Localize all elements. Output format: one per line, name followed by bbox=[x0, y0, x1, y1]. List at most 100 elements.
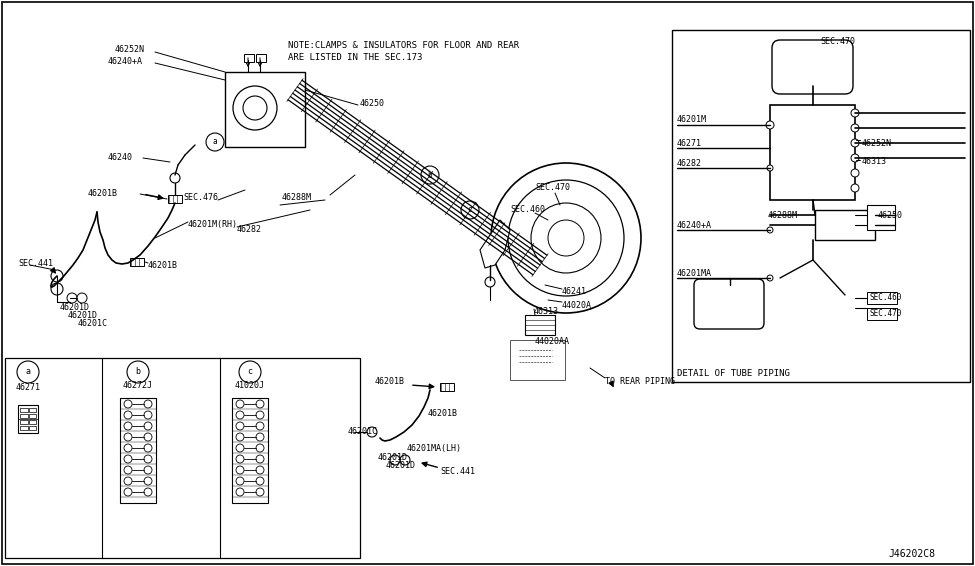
Circle shape bbox=[233, 86, 277, 130]
Text: 44020A: 44020A bbox=[562, 301, 592, 310]
Circle shape bbox=[170, 173, 180, 183]
Text: 46201M: 46201M bbox=[677, 115, 707, 125]
Bar bbox=[244, 54, 254, 62]
Circle shape bbox=[236, 466, 244, 474]
Circle shape bbox=[124, 411, 132, 419]
Bar bbox=[867, 308, 897, 320]
Bar bbox=[18, 405, 38, 433]
Bar bbox=[20, 426, 28, 430]
Circle shape bbox=[124, 422, 132, 430]
Circle shape bbox=[461, 201, 479, 219]
Text: b: b bbox=[428, 170, 432, 179]
Circle shape bbox=[851, 154, 859, 162]
Bar bbox=[867, 292, 897, 304]
Text: 46271: 46271 bbox=[16, 384, 41, 392]
Text: NOTE:CLAMPS & INSULATORS FOR FLOOR AND REAR: NOTE:CLAMPS & INSULATORS FOR FLOOR AND R… bbox=[288, 41, 519, 50]
Circle shape bbox=[144, 488, 152, 496]
Bar bbox=[525, 315, 555, 335]
FancyBboxPatch shape bbox=[772, 40, 853, 94]
Circle shape bbox=[124, 444, 132, 452]
Text: SEC.441: SEC.441 bbox=[440, 468, 475, 477]
Circle shape bbox=[508, 180, 624, 296]
Circle shape bbox=[67, 293, 77, 303]
Circle shape bbox=[144, 477, 152, 485]
Bar bbox=[518, 345, 553, 370]
Circle shape bbox=[144, 411, 152, 419]
Text: ARE LISTED IN THE SEC.173: ARE LISTED IN THE SEC.173 bbox=[288, 53, 422, 62]
Text: J46202C8: J46202C8 bbox=[888, 549, 935, 559]
Circle shape bbox=[206, 133, 224, 151]
Text: 46201D: 46201D bbox=[378, 452, 408, 461]
Bar bbox=[29, 408, 36, 412]
Circle shape bbox=[548, 220, 584, 256]
Text: 41020J: 41020J bbox=[235, 380, 265, 389]
Text: 46272J: 46272J bbox=[123, 380, 153, 389]
Circle shape bbox=[767, 275, 773, 281]
Circle shape bbox=[236, 444, 244, 452]
Circle shape bbox=[236, 433, 244, 441]
Text: 46250: 46250 bbox=[360, 98, 385, 108]
Text: 46252N: 46252N bbox=[862, 139, 892, 148]
Text: 46201D: 46201D bbox=[60, 303, 90, 312]
Circle shape bbox=[256, 466, 264, 474]
Text: c: c bbox=[248, 367, 253, 376]
Circle shape bbox=[124, 488, 132, 496]
Bar bbox=[29, 420, 36, 424]
Circle shape bbox=[144, 455, 152, 463]
Circle shape bbox=[124, 477, 132, 485]
Bar bbox=[20, 420, 28, 424]
Circle shape bbox=[767, 227, 773, 233]
Text: 46201B: 46201B bbox=[148, 261, 178, 271]
Text: SEC.441: SEC.441 bbox=[18, 259, 53, 268]
Text: b: b bbox=[136, 367, 140, 376]
Circle shape bbox=[236, 400, 244, 408]
Text: 46201MA: 46201MA bbox=[677, 269, 712, 278]
Text: 46313: 46313 bbox=[534, 307, 559, 316]
Text: 46201D: 46201D bbox=[68, 311, 98, 320]
Polygon shape bbox=[480, 220, 510, 268]
Bar bbox=[256, 54, 266, 62]
Bar bbox=[232, 398, 268, 503]
Text: SEC.470: SEC.470 bbox=[870, 310, 903, 319]
Text: SEC.470: SEC.470 bbox=[820, 37, 855, 46]
Circle shape bbox=[390, 455, 400, 465]
Circle shape bbox=[243, 96, 267, 120]
Text: 46201B: 46201B bbox=[88, 188, 118, 198]
Text: 46288M: 46288M bbox=[768, 211, 798, 220]
Text: 46201C: 46201C bbox=[348, 427, 378, 436]
Circle shape bbox=[236, 411, 244, 419]
Circle shape bbox=[851, 124, 859, 132]
Circle shape bbox=[77, 293, 87, 303]
Circle shape bbox=[256, 488, 264, 496]
Text: SEC.470: SEC.470 bbox=[535, 183, 570, 192]
Text: DETAIL OF TUBE PIPING: DETAIL OF TUBE PIPING bbox=[677, 370, 790, 379]
Circle shape bbox=[144, 444, 152, 452]
Circle shape bbox=[400, 455, 410, 465]
Circle shape bbox=[485, 277, 495, 287]
Bar bbox=[440, 383, 454, 391]
Text: 46271: 46271 bbox=[677, 139, 702, 148]
Bar bbox=[672, 30, 970, 382]
Circle shape bbox=[851, 169, 859, 177]
Bar bbox=[20, 414, 28, 418]
Bar bbox=[29, 414, 36, 418]
Circle shape bbox=[17, 361, 39, 383]
Bar bbox=[510, 340, 565, 380]
Circle shape bbox=[144, 433, 152, 441]
Circle shape bbox=[144, 422, 152, 430]
Circle shape bbox=[124, 455, 132, 463]
Circle shape bbox=[256, 444, 264, 452]
Circle shape bbox=[144, 466, 152, 474]
Bar bbox=[120, 398, 156, 503]
Circle shape bbox=[124, 466, 132, 474]
Circle shape bbox=[367, 427, 377, 437]
Text: SEC.460: SEC.460 bbox=[510, 205, 545, 215]
Text: 46313: 46313 bbox=[862, 157, 887, 166]
Circle shape bbox=[127, 361, 149, 383]
FancyBboxPatch shape bbox=[694, 279, 764, 329]
Circle shape bbox=[124, 400, 132, 408]
Circle shape bbox=[51, 283, 63, 295]
Circle shape bbox=[236, 488, 244, 496]
Text: 46241: 46241 bbox=[562, 288, 587, 297]
Bar bbox=[130, 258, 144, 266]
